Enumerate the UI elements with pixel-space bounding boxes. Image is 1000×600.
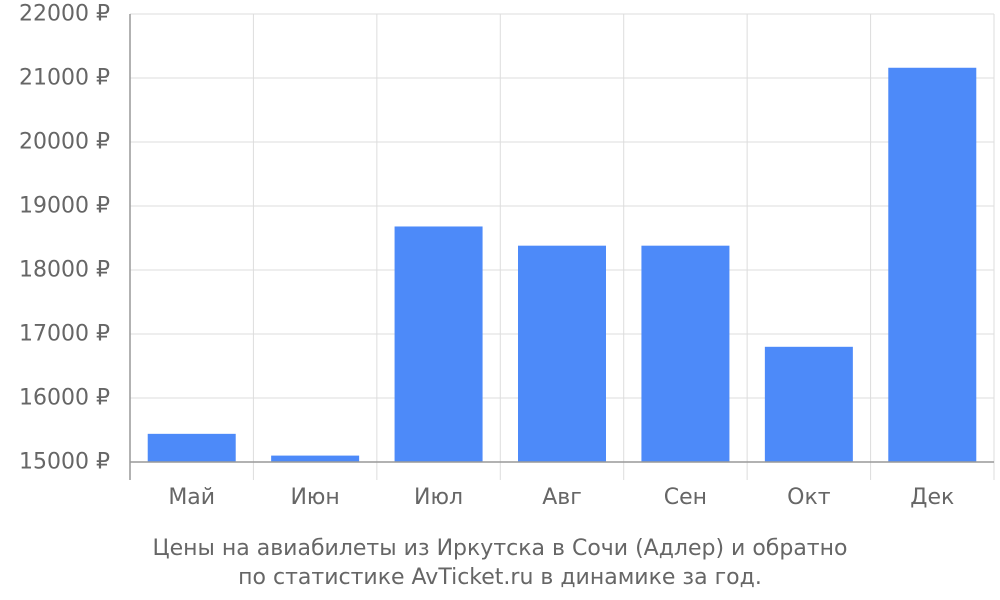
y-tick-label: 15000 ₽ [19, 450, 110, 475]
bar-4 [518, 245, 606, 462]
bar-7 [888, 67, 977, 462]
x-tick-labels: Май Июн Июл Авг Сен Окт Дек [168, 485, 954, 510]
bar-1 [147, 433, 236, 462]
y-tick-label: 18000 ₽ [19, 258, 110, 283]
chart-subtitle: по статистике AvTicket.ru в динамике за … [238, 565, 762, 590]
y-tick-label: 20000 ₽ [19, 130, 110, 155]
x-tick-label: Сен [664, 485, 707, 510]
grid [130, 13, 995, 480]
chart-title: Цены на авиабилеты из Иркутска в Сочи (А… [153, 536, 848, 561]
x-tick-label: Май [168, 485, 215, 510]
x-tick-label: Июл [414, 485, 463, 510]
y-tick-label: 22000 ₽ [19, 2, 110, 27]
bar-2 [271, 455, 360, 462]
x-tick-label: Окт [787, 485, 831, 510]
y-tick-label: 19000 ₽ [19, 194, 110, 219]
bar-6 [764, 346, 853, 462]
bar-5 [641, 245, 730, 462]
y-tick-label: 21000 ₽ [19, 66, 110, 91]
axes [129, 14, 994, 480]
x-tick-label: Июн [290, 485, 339, 510]
x-tick-label: Дек [910, 485, 954, 510]
bar-3 [394, 226, 483, 462]
y-tick-label: 17000 ₽ [19, 322, 110, 347]
x-tick-label: Авг [542, 485, 582, 510]
y-tick-label: 16000 ₽ [19, 386, 110, 411]
bars [147, 67, 977, 462]
y-tick-labels: 15000 ₽ 16000 ₽ 17000 ₽ 18000 ₽ 19000 ₽ 20000… [19, 2, 110, 475]
